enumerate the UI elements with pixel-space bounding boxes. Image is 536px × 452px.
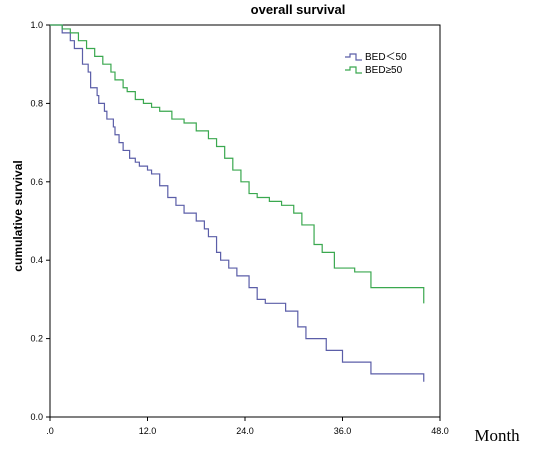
y-axis-label: cumulative survival [11,160,25,271]
x-tick-label: 24.0 [236,426,254,436]
y-tick-label: 1.0 [30,20,43,30]
y-tick-label: 0.0 [30,412,43,422]
x-tick-label: 48.0 [431,426,449,436]
x-tick-label: 36.0 [334,426,352,436]
series-line-bed-lt-50 [50,24,425,382]
legend-swatch-bed-ge-50 [345,66,362,74]
legend-label-bed-ge-50: BED≥50 [365,65,403,76]
legend-label-bed-lt-50: BED＜50 [365,52,407,63]
chart-title: overall survival [251,2,346,17]
legend-swatch-bed-lt-50 [345,53,362,61]
plot-frame [49,24,441,418]
y-tick-label: 0.2 [30,334,43,344]
x-tick-label: .0 [46,426,54,436]
y-tick-label: 0.4 [30,255,43,265]
x-axis-label: Month [474,426,520,445]
legend: BED＜50 BED≥50 [345,52,407,76]
axis-ticks: .0 12.0 24.0 36.0 48.0 0.0 0.2 0.4 0.6 0.8 1.0 [30,20,448,436]
y-tick-label: 0.8 [30,98,43,108]
y-tick-label: 0.6 [30,177,43,187]
series-lines [50,24,425,382]
x-tick-label: 12.0 [139,426,157,436]
series-line-bed-ge-50 [50,24,425,304]
